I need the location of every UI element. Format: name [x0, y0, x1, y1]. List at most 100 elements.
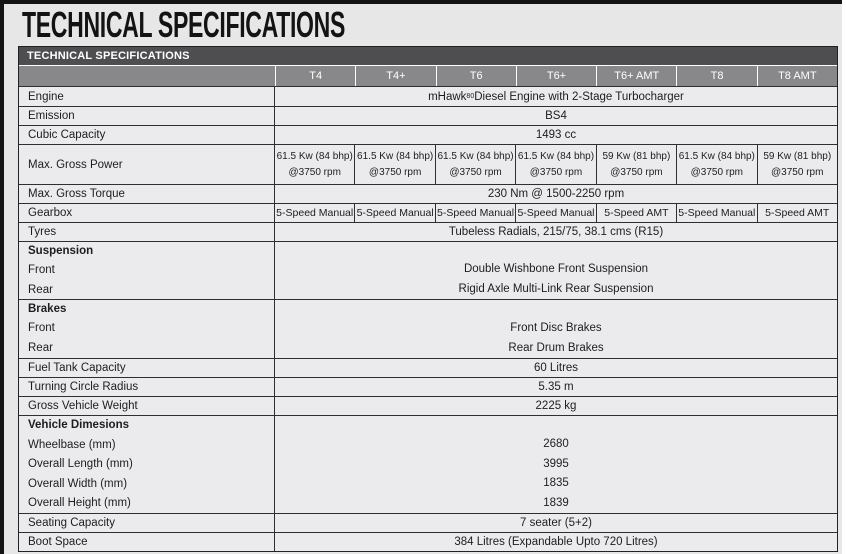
power-rpm: @3750 rpm — [610, 167, 663, 179]
gearbox-cell-t6plus: 5-Speed Manual — [515, 204, 595, 222]
row-seating-capacity: Seating Capacity 7 seater (5+2) — [19, 513, 837, 532]
power-rpm: @3750 rpm — [771, 167, 824, 179]
column-header-row: T4 T4+ T6 T6+ T6+ AMT T8 T8 AMT — [19, 66, 837, 86]
row-label: Seating Capacity — [19, 514, 275, 532]
sub-label-wheelbase: Wheelbase (mm) — [28, 438, 116, 451]
row-label: Tyres — [19, 223, 275, 241]
power-cell-t6: 61.5 Kw (84 bhp) @3750 rpm — [434, 145, 515, 184]
power-cell-t8-amt: 59 Kw (81 bhp) @3750 rpm — [756, 145, 837, 184]
power-cell-t6plus: 61.5 Kw (84 bhp) @3750 rpm — [515, 145, 595, 184]
gearbox-cell-t8-amt: 5-Speed AMT — [756, 204, 837, 222]
power-cell-t8: 61.5 Kw (84 bhp) @3750 rpm — [676, 145, 756, 184]
row-emission: Emission BS4 — [19, 106, 837, 125]
gearbox-cell-t8: 5-Speed Manual — [676, 204, 756, 222]
power-rpm: @3750 rpm — [288, 167, 341, 179]
column-header-t6plus: T6+ — [515, 66, 596, 86]
column-header-t4plus: T4+ — [355, 66, 435, 86]
row-label: Gross Vehicle Weight — [19, 397, 275, 415]
wheelbase-value: 2680 — [543, 438, 569, 450]
column-header-blank — [19, 66, 275, 86]
front-suspension-value: Double Wishbone Front Suspension — [463, 263, 649, 276]
row-fuel-tank-capacity: Fuel Tank Capacity 60 Litres — [19, 358, 837, 377]
rear-brakes-value: Rear Drum Brakes — [508, 341, 604, 354]
sub-label-front: Front — [28, 322, 55, 335]
row-value: 2225 kg — [535, 400, 577, 412]
group-labels: Suspension Front Rear — [19, 242, 275, 299]
sub-label-rear: Rear — [28, 283, 53, 296]
table-title: TECHNICAL SPECIFICATIONS — [27, 50, 190, 62]
page-edge-top — [0, 0, 842, 4]
power-value: 61.5 Kw (84 bhp) — [678, 150, 755, 162]
row-label: Max. Gross Power — [19, 145, 275, 184]
gearbox-cell-t4plus: 5-Speed Manual — [354, 204, 434, 222]
power-rpm: @3750 rpm — [449, 167, 502, 179]
front-brakes-value: Front Disc Brakes — [510, 322, 602, 335]
spacer — [275, 300, 837, 319]
overall-width-value: 1835 — [543, 477, 569, 489]
row-tyres: Tyres Tubeless Radials, 215/75, 38.1 cms… — [19, 222, 837, 241]
column-header-t6plus-amt: T6+ AMT — [596, 66, 676, 86]
power-value: 61.5 Kw (84 bhp) — [437, 150, 514, 162]
row-max-gross-torque: Max. Gross Torque 230 Nm @ 1500-2250 rpm — [19, 184, 837, 203]
group-title: Vehicle Dimesions — [28, 419, 129, 431]
row-value: 230 Nm @ 1500-2250 rpm — [487, 188, 625, 200]
power-value: 59 Kw (81 bhp) — [763, 150, 832, 162]
row-value: Tubeless Radials, 215/75, 38.1 cms (R15) — [448, 226, 664, 238]
row-group-suspension: Suspension Front Rear Double Wishbone Fr… — [19, 241, 837, 299]
row-value: BS4 — [545, 110, 567, 122]
row-label: Turning Circle Radius — [19, 378, 275, 396]
overall-length-value: 3995 — [543, 457, 569, 470]
gearbox-cell-t6: 5-Speed Manual — [434, 204, 515, 222]
row-engine: Engine mHawk 80 Diesel Engine with 2-Stag… — [19, 86, 837, 106]
row-cubic-capacity: Cubic Capacity 1493 cc — [19, 125, 837, 144]
row-value: mHawk 80 Diesel Engine with 2-Stage Turbo… — [428, 90, 684, 103]
row-max-gross-power: Max. Gross Power 61.5 Kw (84 bhp) @3750 … — [19, 144, 837, 184]
overall-height-value: 1839 — [543, 496, 569, 509]
sub-label-overall-height: Overall Height (mm) — [28, 497, 131, 509]
sub-label-front: Front — [28, 264, 55, 277]
row-label: Max. Gross Torque — [19, 185, 275, 203]
group-values: Front Disc Brakes Rear Drum Brakes — [275, 300, 837, 358]
row-label: Emission — [19, 107, 275, 125]
power-cells: 61.5 Kw (84 bhp) @3750 rpm 61.5 Kw (84 b… — [275, 145, 837, 184]
row-value: 5.35 m — [538, 381, 574, 393]
row-value: 384 Litres (Expandable Upto 720 Litres) — [454, 536, 658, 548]
power-rpm: @3750 rpm — [529, 167, 583, 179]
power-value: 61.5 Kw (84 bhp) — [517, 150, 595, 162]
power-cell-t4: 61.5 Kw (84 bhp) @3750 rpm — [275, 145, 354, 184]
power-cell-t4plus: 61.5 Kw (84 bhp) @3750 rpm — [354, 145, 434, 184]
row-label: Fuel Tank Capacity — [19, 359, 275, 377]
page-title: TECHNICAL SPECIFICATIONS — [22, 4, 346, 45]
row-value: 1493 cc — [535, 129, 577, 141]
group-values: Double Wishbone Front Suspension Rigid A… — [275, 242, 837, 299]
column-header-t8-amt: T8 AMT — [756, 66, 837, 86]
page-edge-left — [0, 0, 4, 554]
column-header-t6: T6 — [435, 66, 516, 86]
group-values: 2680 3995 1835 1839 — [275, 416, 837, 513]
gearbox-cell-t6plus-amt: 5-Speed AMT — [595, 204, 676, 222]
row-value: 7 seater (5+2) — [520, 517, 592, 529]
gearbox-cells: 5-Speed Manual 5-Speed Manual 5-Speed Ma… — [275, 204, 837, 222]
power-cell-t6plus-amt: 59 Kw (81 bhp) @3750 rpm — [595, 145, 676, 184]
power-rpm: @3750 rpm — [368, 167, 422, 179]
sub-label-rear: Rear — [28, 341, 53, 354]
spacer — [275, 416, 837, 435]
spec-table: TECHNICAL SPECIFICATIONS T4 T4+ T6 T6+ T… — [18, 46, 838, 552]
sub-label-overall-length: Overall Length (mm) — [28, 458, 133, 470]
gearbox-cell-t4: 5-Speed Manual — [276, 207, 354, 219]
column-header-t4: T4 — [275, 66, 355, 86]
group-labels: Brakes Front Rear — [19, 300, 275, 358]
engine-name: mHawk — [428, 90, 467, 103]
group-labels: Vehicle Dimesions Wheelbase (mm) Overall… — [19, 416, 275, 513]
row-boot-space: Boot Space 384 Litres (Expandable Upto 7… — [19, 532, 837, 551]
group-title: Brakes — [28, 303, 67, 315]
row-turning-circle-radius: Turning Circle Radius 5.35 m — [19, 377, 837, 396]
power-value: 59 Kw (81 bhp) — [602, 150, 671, 162]
row-group-vehicle-dimensions: Vehicle Dimesions Wheelbase (mm) Overall… — [19, 415, 837, 513]
spacer — [275, 242, 837, 260]
power-rpm: @3750 rpm — [690, 167, 744, 179]
engine-description: Diesel Engine with 2-Stage Turbocharger — [474, 90, 684, 103]
row-label: Engine — [19, 87, 275, 106]
row-label: Cubic Capacity — [19, 126, 275, 144]
